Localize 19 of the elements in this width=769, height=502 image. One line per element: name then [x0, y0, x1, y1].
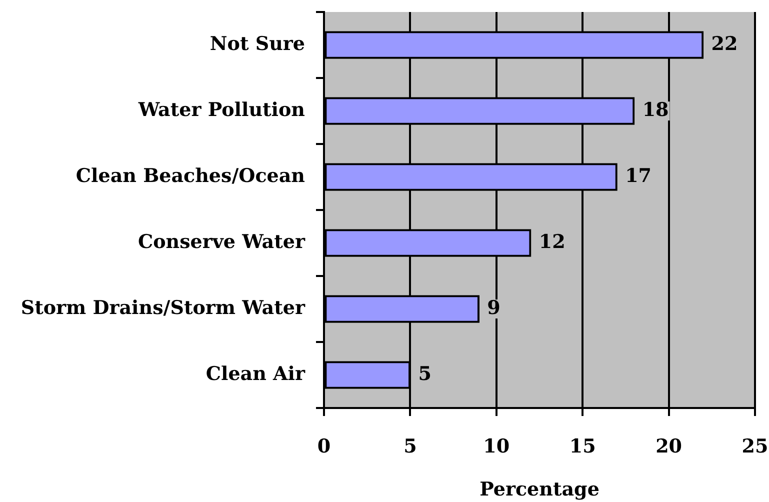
y-tick-label: Storm Drains/Storm Water [20, 296, 306, 319]
data-label: 18 [642, 98, 669, 121]
y-tick-label: Clean Beaches/Ocean [76, 164, 306, 187]
data-label: 5 [418, 362, 432, 385]
x-tick-label: 15 [569, 435, 596, 458]
x-tick-label: 25 [742, 435, 768, 458]
data-label: 12 [538, 230, 566, 253]
x-axis-title: Percentage [480, 478, 600, 501]
x-tick-label: 5 [404, 435, 417, 458]
x-tick-label: 20 [656, 435, 682, 458]
data-label: 22 [711, 32, 738, 55]
y-tick-label: Conserve Water [138, 230, 306, 253]
x-tick-label: 0 [317, 435, 331, 458]
y-tick-label: Water Pollution [137, 98, 306, 121]
y-tick-label: Not Sure [210, 32, 305, 55]
y-tick-label: Clean Air [206, 362, 306, 385]
data-label: 17 [625, 164, 652, 187]
data-label: 9 [487, 296, 500, 319]
x-tick-label: 10 [483, 435, 510, 458]
